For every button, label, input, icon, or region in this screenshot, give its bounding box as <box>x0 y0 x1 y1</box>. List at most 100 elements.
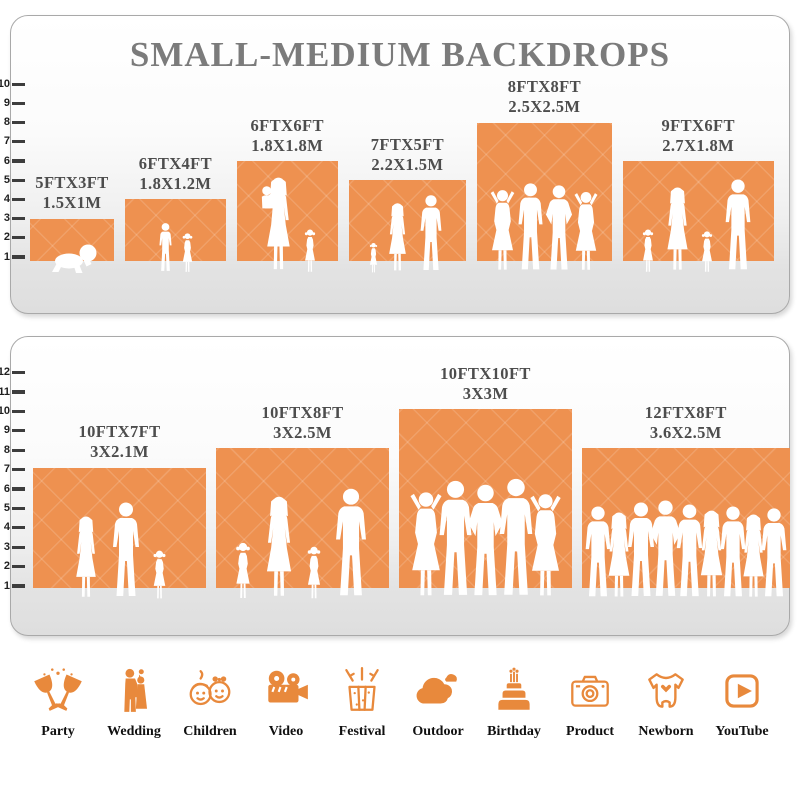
backdrop-box-6ftx6ft <box>236 161 338 261</box>
backdrop-size-m: 2.7X1.8M <box>662 135 735 155</box>
backdrop-size-label: 5FTX3FT 1.5X1M <box>2 173 142 213</box>
ruler-tick <box>12 371 25 375</box>
ruler-number: 9 <box>3 96 10 109</box>
ruler-tick <box>12 217 25 221</box>
category-birthday: Birthday <box>478 660 550 740</box>
page-title: SMALL-MEDIUM BACKDROPS <box>129 35 671 74</box>
ruler-number: 1 <box>3 579 10 592</box>
ruler-tick <box>12 82 25 86</box>
category-label: Birthday <box>487 724 541 739</box>
backdrop-size-ft: 10FTX8FT <box>261 402 344 422</box>
product-icon <box>565 660 615 716</box>
ruler-tick <box>12 197 25 201</box>
ruler-tick <box>12 487 25 491</box>
backdrop-size-ft: 9FTX6FT <box>661 115 735 135</box>
ruler-tick <box>12 140 25 144</box>
ruler-number: 7 <box>3 135 10 148</box>
ruler-tick <box>12 526 25 530</box>
ruler-number: 10 <box>0 77 10 90</box>
category-festival: Festival <box>326 660 398 740</box>
backdrop-box-10ftx8ft <box>216 448 389 588</box>
video-icon <box>261 660 311 716</box>
category-youtube: YouTube <box>706 660 778 740</box>
backdrop-box-5ftx3ft <box>30 218 114 261</box>
ruler-number: 1 <box>3 250 10 263</box>
ruler-number: 9 <box>3 424 10 437</box>
backdrop-size-ft: 12FTX8FT <box>644 402 727 422</box>
category-label: YouTube <box>715 724 769 739</box>
ruler-number: 2 <box>3 560 10 573</box>
backdrop-size-label: 10FTX10FT 3X3M <box>399 364 572 404</box>
category-label: Children <box>183 724 237 739</box>
backdrop-size-ft: 5FTX3FT <box>35 173 109 193</box>
ruler-number: 2 <box>3 231 10 244</box>
backdrop-box-10ftx10ft <box>399 409 572 588</box>
backdrop-size-ft: 10FTX7FT <box>78 422 161 442</box>
panel-small-medium: SMALL-MEDIUM BACKDROPS 1 2 3 4 5 6 7 8 9 10 5FTX3F… <box>0 15 790 314</box>
backdrop-size-m: 1.5X1M <box>42 193 102 213</box>
ruler-number: 8 <box>3 116 10 129</box>
ruler-tick <box>12 101 25 105</box>
outdoor-icon <box>413 660 463 716</box>
ruler-tick <box>12 121 25 125</box>
backdrop-size-label: 7FTX5FT 2.2X1.5M <box>337 135 477 175</box>
backdrop-size-m: 2.2X1.5M <box>371 155 444 175</box>
backdrop-size-ft: 10FTX10FT <box>440 364 531 384</box>
ruler-number: 3 <box>3 540 10 553</box>
ruler-tick <box>12 506 25 510</box>
children-icon <box>185 660 235 716</box>
category-video: Video <box>250 660 322 740</box>
category-row: Party Wedding Children Video Festival Outdoor… <box>22 660 778 740</box>
backdrop-size-ft: 6FTX4FT <box>138 154 213 174</box>
backdrop-size-ft: 7FTX5FT <box>370 134 445 154</box>
category-label: Outdoor <box>412 724 464 739</box>
ruler-number: 8 <box>3 443 10 456</box>
category-label: Video <box>268 724 304 739</box>
ruler-number: 10 <box>0 404 10 417</box>
backdrop-size-ft: 8FTX8FT <box>507 77 582 97</box>
backdrop-size-m: 3X2.5M <box>273 423 332 443</box>
category-label: Product <box>566 724 614 739</box>
ruler-tick <box>12 584 25 588</box>
ruler-tick <box>12 409 25 413</box>
panel-medium-large: 1 2 3 4 5 6 7 8 9 10 11 12 10FTX7FT 3X2.1M 10FTX8FT 3X2… <box>0 336 790 636</box>
category-label: Newborn <box>638 724 694 739</box>
backdrop-size-label: 8FTX8FT 2.5X2.5M <box>474 77 614 117</box>
ruler-tick <box>12 545 25 549</box>
ruler-number: 7 <box>3 463 10 476</box>
backdrop-size-m: 3.6X2.5M <box>649 423 722 443</box>
party-icon <box>33 660 83 716</box>
newborn-icon <box>641 660 691 716</box>
ruler-number: 11 <box>0 385 10 398</box>
backdrop-size-ft: 6FTX6FT <box>250 115 324 135</box>
ruler-tick <box>12 236 25 240</box>
backdrop-box-9ftx6ft <box>622 161 774 261</box>
category-party: Party <box>22 660 94 740</box>
backdrop-size-m: 3X2.1M <box>90 442 149 462</box>
backdrop-size-label: 10FTX8FT 3X2.5M <box>216 403 389 443</box>
festival-icon <box>337 660 387 716</box>
ruler-tick <box>12 255 25 259</box>
ruler-number: 6 <box>3 482 10 495</box>
ruler-tick <box>12 448 25 452</box>
ruler-number: 4 <box>3 521 10 534</box>
category-product: Product <box>554 660 626 740</box>
ruler-number: 12 <box>0 366 10 379</box>
category-newborn: Newborn <box>630 660 702 740</box>
backdrop-size-label: 6FTX4FT 1.8X1.2M <box>105 154 245 194</box>
birthday-icon <box>489 660 539 716</box>
category-label: Party <box>41 724 75 739</box>
backdrop-size-label: 9FTX6FT 2.7X1.8M <box>623 116 774 156</box>
ruler-number: 5 <box>3 501 10 514</box>
ruler-tick <box>12 178 25 182</box>
ruler-number: 4 <box>3 192 10 205</box>
ruler-tick <box>12 429 25 433</box>
ruler-number: 5 <box>3 173 10 186</box>
category-outdoor: Outdoor <box>402 660 474 740</box>
backdrop-box-7ftx5ft <box>348 180 467 261</box>
backdrop-box-8ftx8ft <box>477 122 612 261</box>
ruler-tick <box>12 159 25 163</box>
youtube-icon <box>717 660 767 716</box>
backdrop-size-m: 1.8X1.2M <box>139 174 212 194</box>
backdrop-box-10ftx7ft <box>33 467 206 588</box>
